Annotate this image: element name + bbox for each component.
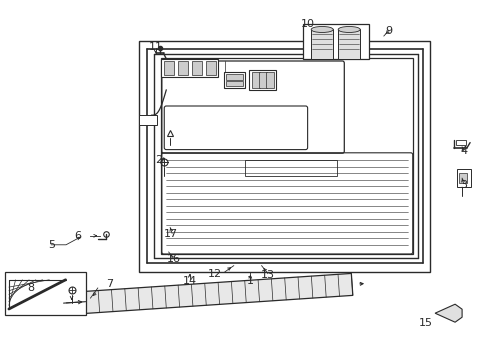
- Polygon shape: [434, 304, 461, 322]
- Ellipse shape: [310, 27, 332, 32]
- Bar: [5, 272, 85, 315]
- Bar: [338, 30, 360, 59]
- Bar: [252, 72, 260, 88]
- Bar: [161, 59, 217, 77]
- Bar: [225, 81, 242, 86]
- Text: 4: 4: [459, 146, 466, 156]
- Bar: [303, 24, 368, 59]
- Text: 13: 13: [261, 270, 274, 280]
- Text: 16: 16: [166, 254, 180, 264]
- Bar: [456, 169, 470, 187]
- Bar: [205, 62, 215, 75]
- Text: 7: 7: [106, 279, 113, 289]
- Text: 6: 6: [74, 231, 81, 241]
- Bar: [139, 115, 156, 125]
- Bar: [310, 30, 332, 59]
- Text: 10: 10: [301, 19, 314, 30]
- Bar: [224, 72, 244, 88]
- Text: 1: 1: [246, 276, 253, 286]
- Bar: [225, 74, 242, 80]
- Text: 15: 15: [418, 318, 431, 328]
- Bar: [178, 62, 188, 75]
- Text: 8: 8: [27, 283, 34, 293]
- Text: 17: 17: [164, 229, 178, 239]
- Ellipse shape: [338, 27, 360, 32]
- Bar: [249, 70, 276, 90]
- Bar: [139, 41, 429, 272]
- Bar: [259, 72, 267, 88]
- Bar: [458, 173, 466, 183]
- Text: 9: 9: [385, 26, 391, 36]
- Bar: [191, 62, 202, 75]
- Text: 12: 12: [208, 269, 222, 279]
- Text: 11: 11: [148, 42, 162, 52]
- Bar: [244, 160, 337, 176]
- Text: 3: 3: [459, 180, 466, 190]
- Text: 14: 14: [183, 276, 196, 286]
- Text: 2: 2: [155, 155, 162, 165]
- Bar: [455, 140, 465, 145]
- Polygon shape: [84, 274, 352, 313]
- Text: 5: 5: [48, 240, 55, 250]
- Bar: [266, 72, 274, 88]
- Bar: [164, 62, 174, 75]
